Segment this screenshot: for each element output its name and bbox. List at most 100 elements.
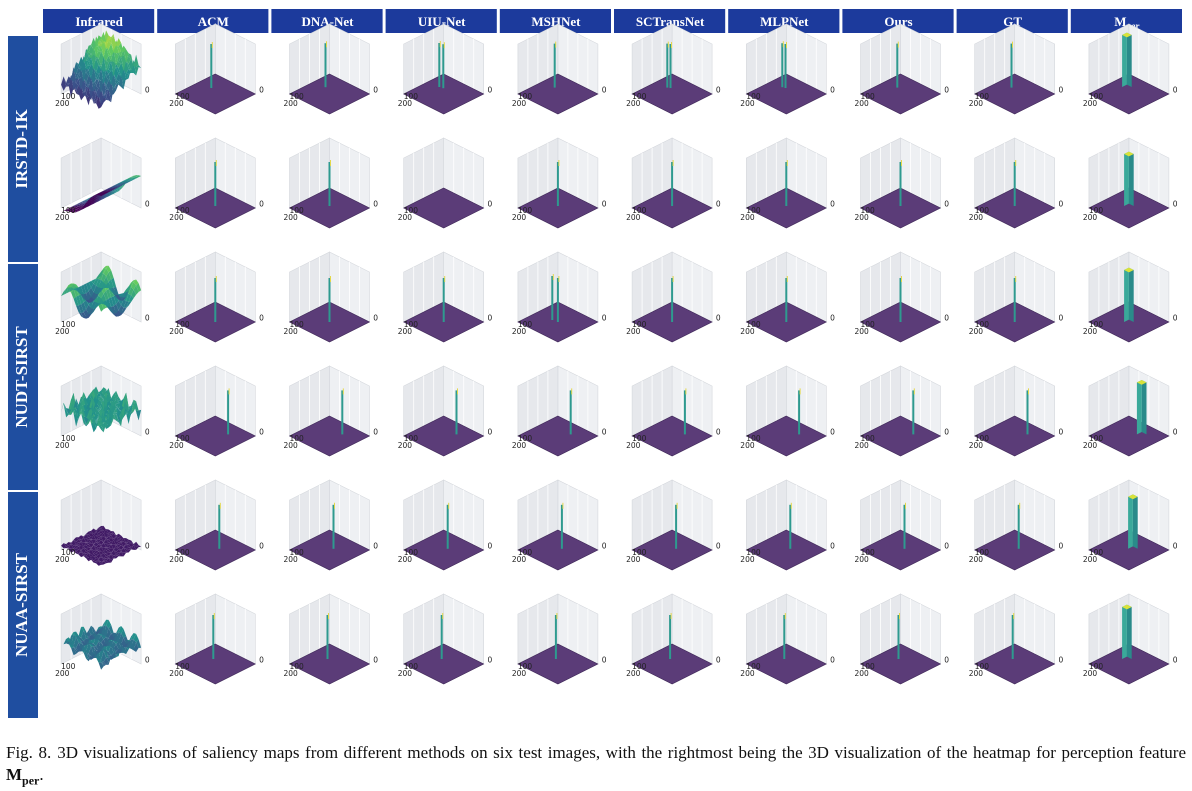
surface-patch — [93, 198, 99, 203]
tick-label: 200 — [626, 441, 641, 450]
tick-label: 200 — [969, 327, 984, 336]
surface-patch — [68, 210, 74, 213]
tick-label: 100 — [175, 434, 190, 443]
surface-patch — [118, 538, 124, 542]
tick-label: 200 — [398, 441, 413, 450]
surface-patch — [83, 78, 89, 87]
surface-patch — [91, 85, 97, 100]
surface-patch — [126, 636, 132, 644]
surface-patch — [103, 547, 109, 548]
surface-patch — [126, 284, 132, 293]
tick-label: 0 — [259, 655, 264, 664]
surface-patch — [108, 553, 114, 556]
surface-patch — [106, 636, 112, 642]
tick-label: 200 — [55, 669, 70, 678]
surface-patch — [108, 43, 114, 56]
tick-label: 0 — [602, 199, 607, 208]
surface-patch — [103, 55, 109, 71]
surface-patch — [86, 539, 92, 543]
tick-label: 200 — [169, 327, 184, 336]
surface-patch — [98, 302, 104, 312]
surface-patch — [113, 84, 119, 95]
column-header-label: SCTransNet — [636, 14, 705, 29]
tick-label: 0 — [1059, 85, 1064, 94]
surface-patch — [66, 542, 72, 546]
surface-patch — [96, 35, 102, 48]
tick-label: 200 — [740, 555, 755, 564]
tick-label: 200 — [626, 327, 641, 336]
surface-patch — [88, 45, 94, 54]
surface-patch — [76, 78, 82, 91]
surface-patch — [76, 642, 82, 651]
surface-patch — [86, 86, 92, 100]
surface-patch — [101, 625, 107, 636]
surface-patch — [96, 628, 102, 634]
surface-patch — [66, 287, 72, 294]
surface-patch — [103, 300, 109, 307]
surface-patch — [83, 317, 89, 319]
surface-patch — [86, 299, 92, 303]
surface-patch — [126, 180, 132, 183]
surface-patch — [123, 543, 129, 547]
surface-patch — [93, 414, 99, 421]
surface-patch — [116, 549, 122, 553]
surface-patch — [98, 546, 104, 552]
surface-patch — [101, 55, 107, 72]
surface-patch — [111, 80, 117, 95]
tick-label: 0 — [259, 199, 264, 208]
surface-patch — [73, 207, 79, 210]
surface-patch — [118, 42, 124, 53]
surface-patch — [113, 402, 119, 413]
surface-patch — [136, 409, 142, 421]
surface-patch — [91, 194, 97, 199]
surface-patch — [96, 197, 102, 202]
surface-patch — [101, 190, 107, 192]
surface-patch — [78, 312, 84, 318]
surface-patch — [121, 541, 127, 547]
tick-label: 100 — [632, 548, 647, 557]
surface-patch — [116, 73, 122, 85]
surface-patch — [108, 554, 114, 560]
surface-patch — [98, 37, 104, 44]
surface-patch — [93, 646, 99, 651]
surface-patch — [86, 537, 92, 540]
mper-column-top — [1128, 494, 1138, 500]
surface-patch — [126, 178, 132, 181]
surface-patch — [78, 201, 84, 204]
surface-patch — [101, 542, 107, 548]
tick-label: 0 — [944, 313, 949, 322]
surface-patch — [83, 630, 89, 640]
surface-patch — [123, 547, 129, 552]
surface-patch — [136, 283, 142, 292]
surface-patch — [83, 67, 89, 82]
surface-patch — [101, 651, 107, 662]
surface-patch — [83, 198, 89, 201]
surface-patch — [111, 296, 117, 306]
surface-patch — [88, 197, 94, 202]
tick-label: 100 — [975, 548, 990, 557]
tick-label: 100 — [61, 434, 76, 443]
surface-patch — [78, 207, 84, 212]
surface-patch — [106, 187, 112, 190]
surface-patch — [76, 551, 82, 555]
saliency-plane — [1088, 643, 1170, 685]
surface-patch — [101, 529, 107, 534]
surface-patch — [133, 545, 139, 550]
surface-patch — [88, 535, 94, 540]
column-header-label: Ours — [884, 14, 912, 29]
figure-grid: Infrared ACM DNA-Net UIU-Net MSHNet SCTransNe… — [8, 9, 1182, 718]
tick-label: 0 — [373, 85, 378, 94]
surface-patch — [76, 541, 82, 545]
surface-patch — [93, 542, 99, 547]
surface-patch — [111, 652, 117, 658]
tick-label: 200 — [626, 99, 641, 108]
surface-patch — [103, 89, 109, 99]
surface-patch — [88, 642, 94, 645]
surface-patch — [88, 625, 94, 635]
surface-patch — [91, 535, 97, 541]
